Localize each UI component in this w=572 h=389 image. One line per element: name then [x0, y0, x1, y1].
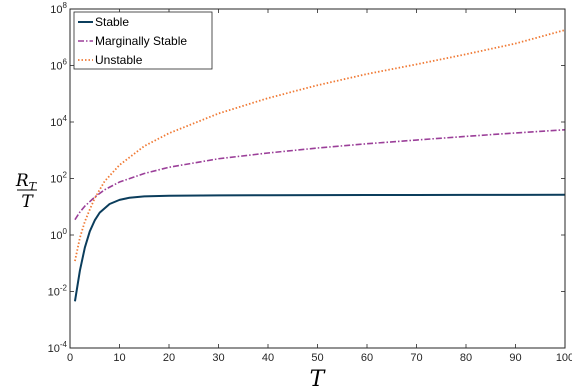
- y-tick-label: 102: [50, 171, 67, 186]
- series-layer: [73, 29, 566, 302]
- x-tick-label: 50: [311, 352, 323, 364]
- y-tick-label: 108: [50, 1, 67, 16]
- x-tick-label: 90: [509, 352, 521, 364]
- x-tick-label: 100: [556, 352, 572, 364]
- series-line-marginally-stable: [74, 128, 566, 221]
- y-axis-label: RT T: [15, 171, 38, 212]
- x-tick-label: 60: [361, 352, 373, 364]
- y-tick-label: 100: [50, 227, 67, 242]
- legend-label-stable: Stable: [95, 15, 129, 29]
- legend-label-unstable: Unstable: [95, 53, 143, 67]
- legend-label-marginally-stable: Marginally Stable: [95, 34, 187, 48]
- x-tick-label: 20: [163, 352, 175, 364]
- legend: Stable Marginally Stable Unstable: [73, 11, 213, 70]
- x-tick-label: 30: [212, 352, 224, 364]
- x-tick-label: 70: [410, 352, 422, 364]
- x-tick-label: 40: [262, 352, 274, 364]
- x-tick-label: 80: [460, 352, 472, 364]
- series-line-stable: [73, 193, 566, 302]
- y-tick-label: 10-4: [48, 340, 68, 355]
- series-line-unstable: [74, 29, 566, 262]
- tick-layer: 0 10 20 30 40 50 60 70 80 90 100 10-4 10-2 100 102 104 1…: [48, 1, 572, 364]
- x-tick-label: 10: [113, 352, 125, 364]
- svg-text:RT: RT: [15, 171, 38, 193]
- y-axis-label-denominator: T: [21, 192, 34, 212]
- x-axis-label: T: [310, 367, 327, 389]
- y-tick-label: 106: [50, 58, 67, 73]
- y-axis-label-numerator: R: [15, 171, 29, 191]
- y-axis-label-subscript: T: [29, 180, 38, 193]
- legend-box: [73, 11, 213, 70]
- y-tick-label: 10-2: [48, 284, 68, 299]
- y-tick-label: 104: [50, 114, 67, 129]
- x-tick-label: 0: [67, 352, 73, 364]
